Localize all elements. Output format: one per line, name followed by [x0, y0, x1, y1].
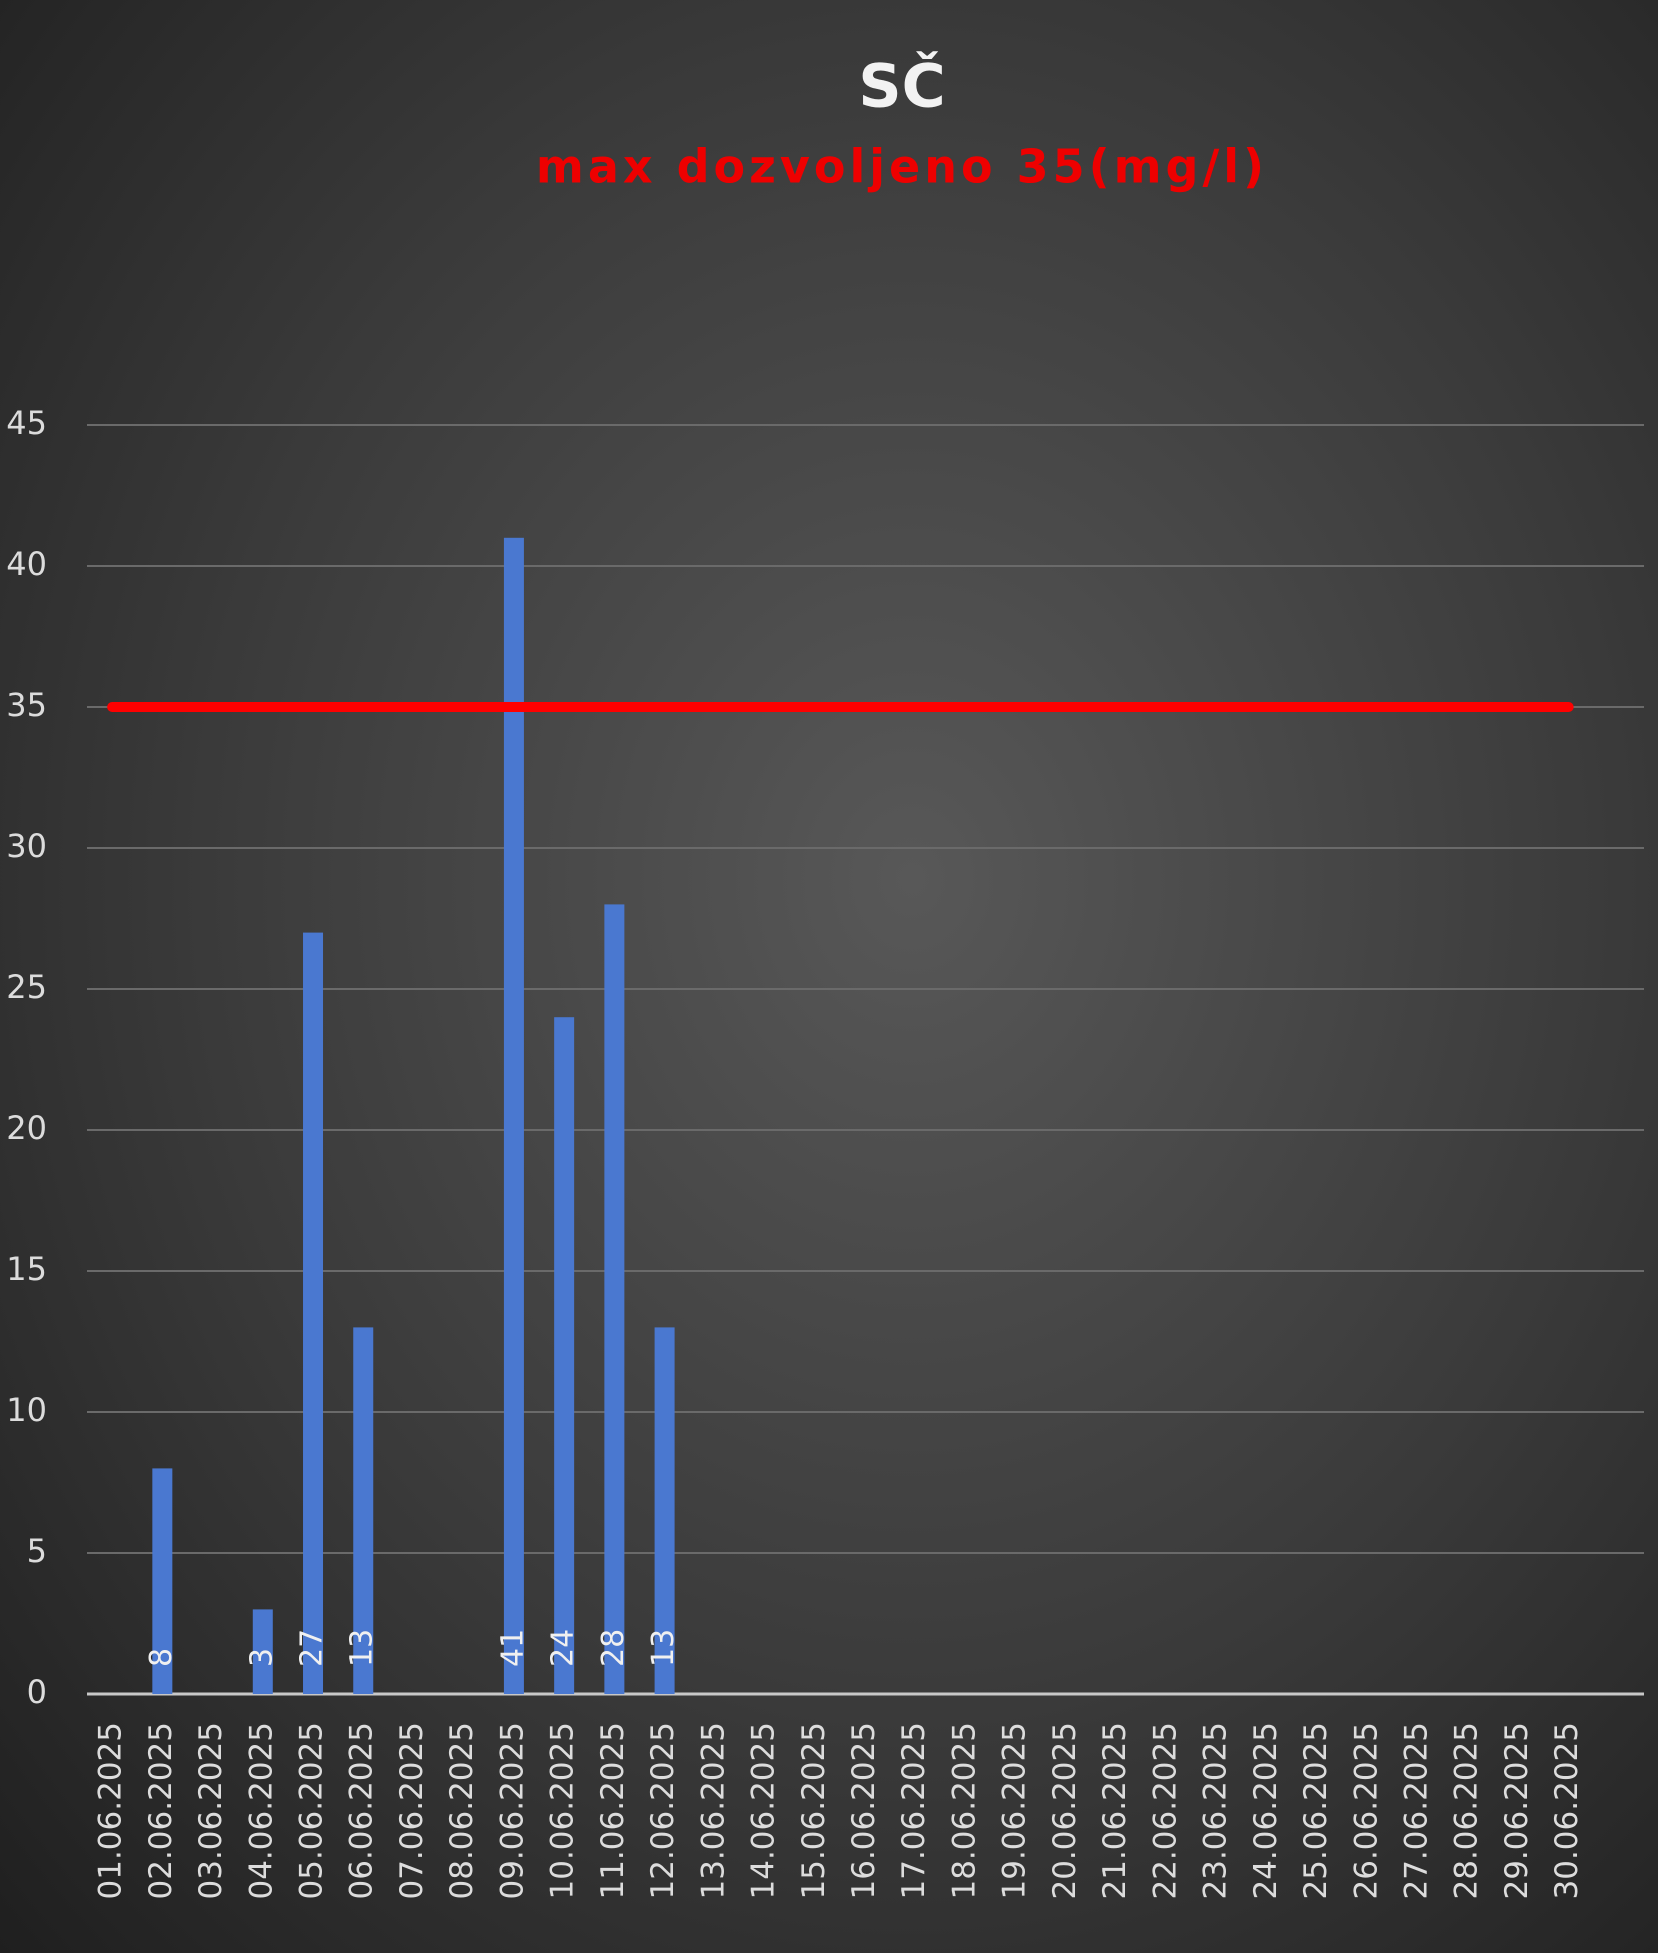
data-label: 3	[244, 1648, 279, 1667]
data-label: 41	[495, 1629, 530, 1667]
x-tick-label: 06.06.2025	[344, 1722, 380, 1900]
bar	[252, 1609, 273, 1694]
x-tick-label: 09.06.2025	[494, 1722, 530, 1900]
x-tick-label: 08.06.2025	[444, 1722, 480, 1900]
bar	[152, 1468, 173, 1694]
x-tick-label: 15.06.2025	[796, 1722, 832, 1900]
y-tick-label: 35	[6, 686, 47, 724]
bar	[604, 904, 625, 1694]
bar	[503, 537, 524, 1694]
x-tick-label: 17.06.2025	[896, 1722, 932, 1900]
data-label: 13	[646, 1629, 681, 1667]
data-label: 13	[345, 1629, 380, 1667]
x-tick-label: 16.06.2025	[846, 1722, 882, 1900]
x-tick-label: 29.06.2025	[1499, 1722, 1535, 1900]
y-tick-label: 15	[6, 1250, 47, 1288]
x-tick-label: 07.06.2025	[394, 1722, 430, 1900]
y-tick-label: 5	[27, 1532, 47, 1570]
x-tick-label: 27.06.2025	[1398, 1722, 1434, 1900]
x-tick-label: 19.06.2025	[997, 1722, 1033, 1900]
x-tick-label: 13.06.2025	[695, 1722, 731, 1900]
x-tick-label: 14.06.2025	[746, 1722, 782, 1900]
x-tick-label: 02.06.2025	[143, 1722, 179, 1900]
data-label: 28	[596, 1629, 631, 1667]
data-label: 27	[295, 1629, 330, 1667]
bar	[654, 1327, 675, 1694]
x-tick-label: 26.06.2025	[1348, 1722, 1384, 1900]
data-label: 8	[144, 1648, 179, 1667]
x-tick-label: 12.06.2025	[645, 1722, 681, 1900]
y-tick-label: 0	[27, 1673, 47, 1711]
x-tick-label: 24.06.2025	[1248, 1722, 1284, 1900]
x-tick-label: 04.06.2025	[243, 1722, 279, 1900]
x-tick-label: 11.06.2025	[595, 1722, 631, 1900]
chart-title: SČ	[858, 51, 945, 122]
x-tick-label: 18.06.2025	[946, 1722, 982, 1900]
x-tick-label: 25.06.2025	[1298, 1722, 1334, 1900]
y-tick-label: 10	[6, 1391, 47, 1429]
bar	[303, 932, 324, 1694]
bar	[554, 1017, 575, 1694]
x-tick-label: 20.06.2025	[1047, 1722, 1083, 1900]
x-tick-label: 28.06.2025	[1449, 1722, 1485, 1900]
x-tick-label: 05.06.2025	[294, 1722, 330, 1900]
x-tick-label: 30.06.2025	[1549, 1722, 1585, 1900]
data-label: 24	[546, 1629, 581, 1667]
x-tick-label: 21.06.2025	[1097, 1722, 1133, 1900]
y-tick-label: 45	[6, 404, 47, 442]
x-tick-label: 22.06.2025	[1147, 1722, 1183, 1900]
y-tick-label: 30	[6, 827, 47, 865]
x-tick-label: 10.06.2025	[545, 1722, 581, 1900]
y-tick-label: 20	[6, 1109, 47, 1147]
y-tick-label: 40	[6, 545, 47, 583]
y-tick-label: 25	[6, 968, 47, 1006]
x-tick-label: 03.06.2025	[193, 1722, 229, 1900]
chart-subtitle: max dozvoljeno 35(mg/l)	[536, 140, 1268, 194]
x-tick-label: 01.06.2025	[93, 1722, 129, 1900]
x-tick-label: 23.06.2025	[1198, 1722, 1234, 1900]
bar	[353, 1327, 374, 1694]
